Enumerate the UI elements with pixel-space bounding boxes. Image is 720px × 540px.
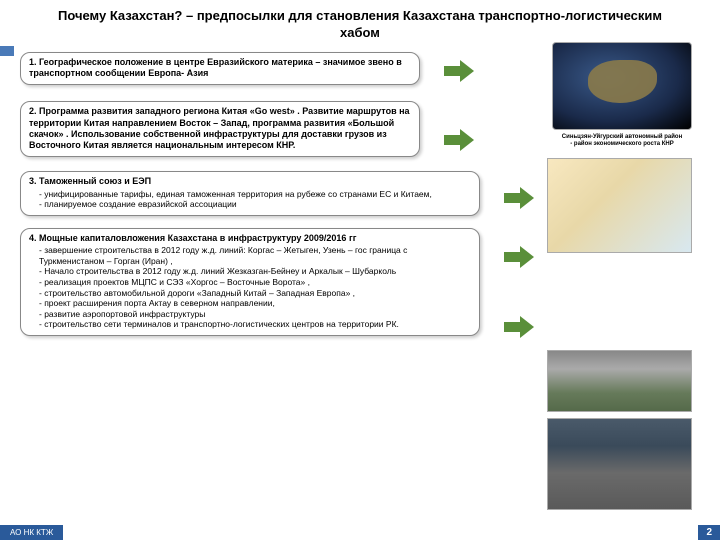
rails-image: [547, 418, 692, 510]
page-number: 2: [698, 525, 720, 540]
footer-org: АО НК КТЖ: [0, 525, 63, 540]
block-4-body: - завершение строительства в 2012 году ж…: [29, 245, 471, 330]
slide-title: Почему Казахстан? – предпосылки для стан…: [0, 0, 720, 48]
block-4-title: 4. Мощные капиталовложения Казахстана в …: [29, 233, 471, 244]
block-1-title: 1. Географическое положение в центре Евр…: [29, 57, 411, 80]
highway-image: [547, 350, 692, 412]
block-3-body: - унифицированные тарифы, единая таможен…: [29, 189, 471, 210]
block-2-title: 2. Программа развития западного региона …: [29, 106, 411, 151]
globe-image: [552, 42, 692, 130]
china-map-image: [547, 158, 692, 253]
footer: АО НК КТЖ 2: [0, 522, 720, 540]
map-caption: Синьцзян-Уйгурский автономный район - ра…: [552, 134, 692, 147]
block-3-title: 3. Таможенный союз и ЕЭП: [29, 176, 471, 187]
